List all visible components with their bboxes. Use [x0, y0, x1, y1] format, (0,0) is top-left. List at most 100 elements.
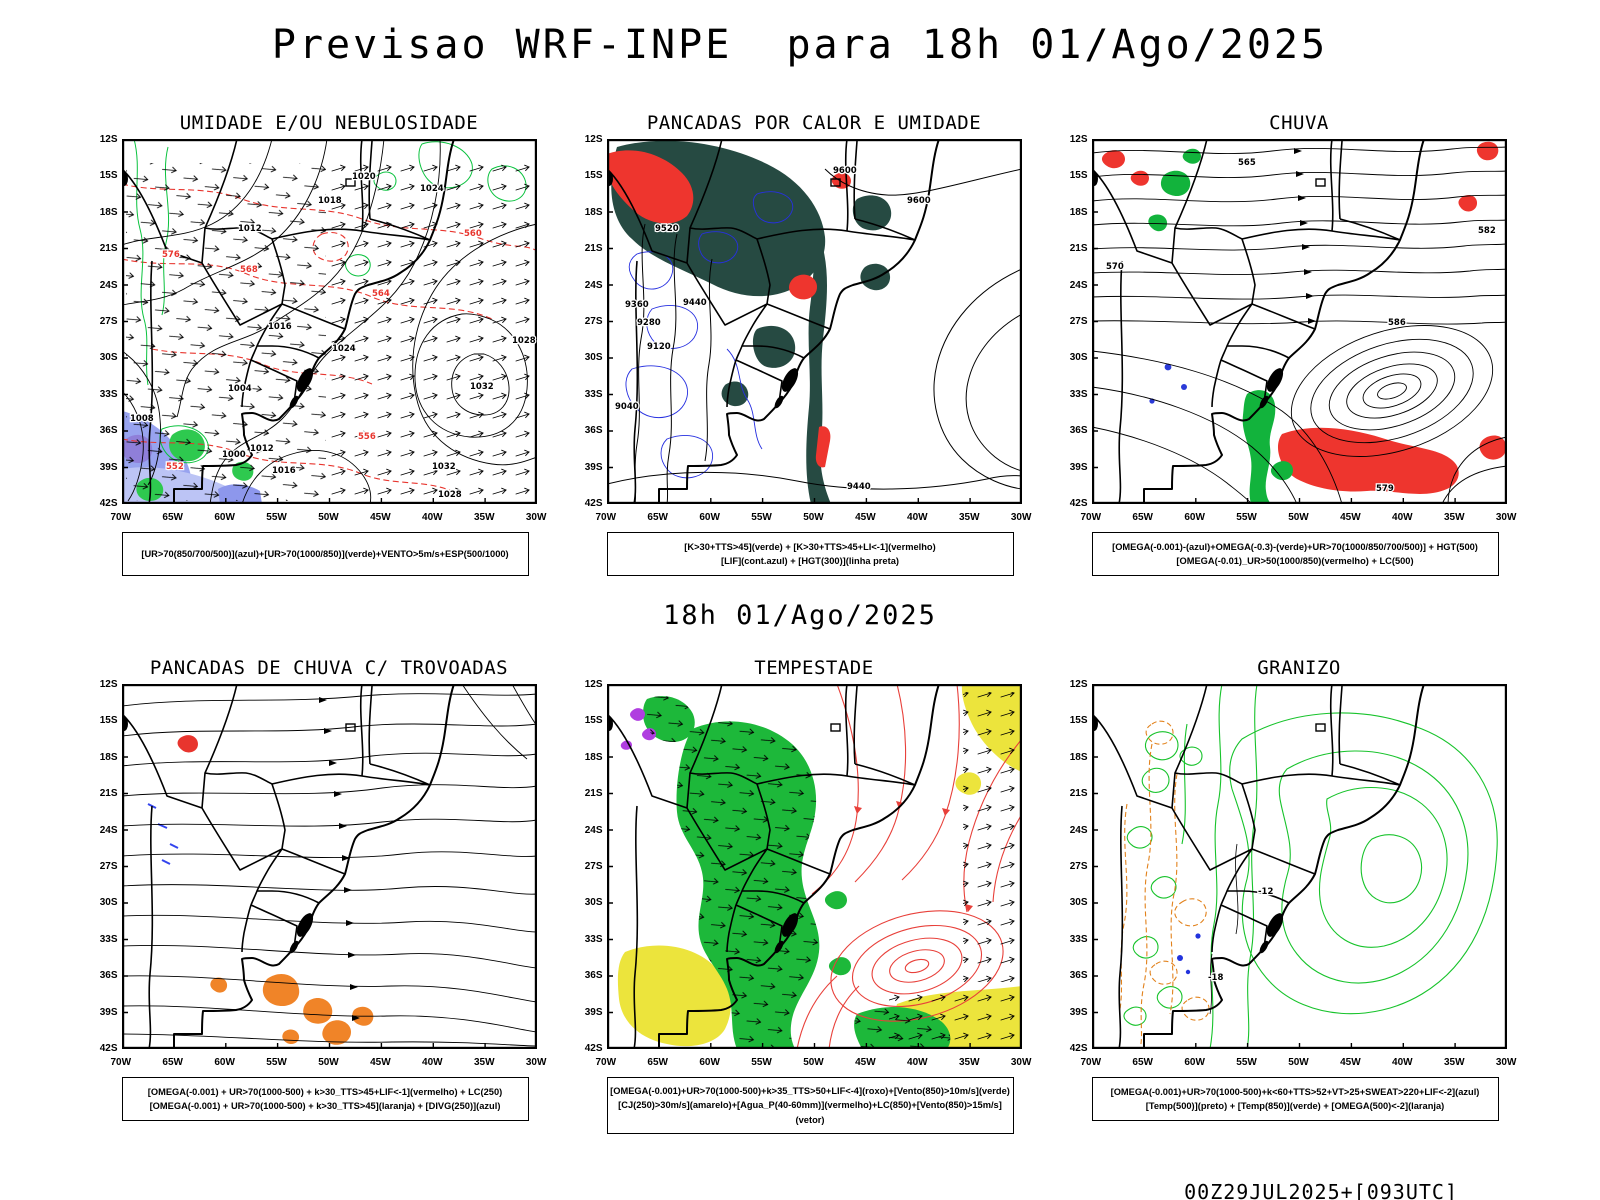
lat-label: 15S [99, 715, 118, 727]
contour-label: 9280 [637, 318, 661, 328]
map-row-granizo: 12S 15S 18S 21S 24S 27S 30S 33S 36S 39S 42S [1064, 680, 1507, 1054]
lon-label: 50W [1288, 1057, 1309, 1068]
lon-label: 55W [266, 1057, 287, 1068]
contour-label: 552 [166, 462, 184, 472]
panel-title-chuva: CHUVA [1269, 112, 1329, 134]
lat-label: 39S [1069, 461, 1088, 473]
contour-label: 1016 [272, 466, 296, 476]
lon-label: 55W [1236, 1057, 1257, 1068]
map-row-chuva: 12S 15S 18S 21S 24S 27S 30S 33S 36S 39S 42S [1064, 135, 1507, 509]
caption-line: [OMEGA(-0.001)-(azul)+OMEGA(-0.3)-(verde… [1112, 541, 1478, 552]
lat-label: 33S [99, 933, 118, 945]
contour-labels: 565 570 582 586 579 [1104, 157, 1496, 496]
lat-label: 18S [584, 206, 603, 218]
lon-label: 60W [1184, 512, 1205, 523]
lon-label: 30W [525, 1057, 547, 1068]
panel-title-trovoadas: PANCADAS DE CHUVA C/ TROVOADAS [149, 657, 509, 679]
contour-label: 1024 [420, 184, 444, 194]
lon-axis: 70W 65W 60W 55W 50W 45W 40W 35W 30W [596, 1057, 1032, 1068]
lat-axis: 12S 15S 18S 21S 24S 27S 30S 33S 36S 39S 42S [1064, 680, 1088, 1054]
lon-label: 50W [318, 1057, 339, 1068]
lon-label: 55W [1236, 512, 1257, 523]
lon-label: 60W [214, 512, 235, 523]
panel-title-pancadas-calor: PANCADAS POR CALOR E UMIDADE [646, 112, 982, 134]
lon-label: 60W [214, 1057, 235, 1068]
panel-chuva: CHUVA 12S 15S 18S 21S 24S 27S 30S 33S 36S 39S 42S [1064, 112, 1516, 576]
contour-label: -18 [1208, 973, 1223, 983]
lat-label: 30S [584, 352, 603, 364]
lat-label: 36S [99, 970, 118, 982]
lat-label: 42S [584, 1042, 603, 1054]
lon-label: 55W [266, 512, 287, 523]
contour-label: 9600 [907, 196, 931, 206]
contour-labels: -12 -18 [1206, 886, 1274, 985]
lat-label: 15S [1069, 170, 1088, 182]
lat-label: 36S [584, 425, 603, 437]
contour-label: 556 [358, 432, 376, 442]
caption-line: [OMEGA(-0.001)+UR>70(1000-500)+k<60+TTS>… [1110, 1086, 1480, 1097]
contour-label: 570 [1106, 262, 1124, 272]
caption-chuva: [OMEGA(-0.001)-(azul)+OMEGA(-0.3)-(verde… [1091, 532, 1499, 576]
hgt300-contours-black [606, 168, 1022, 504]
lon-label: 40W [1392, 1057, 1413, 1068]
contour-label: 9520 [655, 224, 679, 234]
lat-label: 18S [1069, 206, 1088, 218]
caption-tempestade: [OMEGA(-0.001)+UR>70(1000-500)+k>35_TTS>… [606, 1077, 1014, 1135]
caption-line: [OMEGA(-0.001) + UR>70(1000-500) + k>30_… [147, 1086, 503, 1097]
contour-label: 1000 [222, 450, 246, 460]
lon-label: 40W [422, 512, 443, 523]
map-tempestade [606, 684, 1022, 1049]
contour-label: 564 [372, 289, 390, 299]
map-row-pancadas-calor: 12S 15S 18S 21S 24S 27S 30S 33S 36S 39S 42S [579, 135, 1022, 509]
lat-label: 15S [584, 170, 603, 182]
top-row: UMIDADE E/OU NEBULOSIDADE 12S 15S 18S 21S 24… [0, 112, 1600, 576]
lon-label: 65W [1132, 512, 1153, 523]
lat-axis: 12S 15S 18S 21S 24S 27S 30S 33S 36S 39S 42S [1064, 135, 1088, 509]
lat-label: 21S [1069, 243, 1088, 255]
wind-vectors [125, 163, 326, 501]
contour-label: 1032 [470, 382, 494, 392]
lat-label: 36S [99, 425, 118, 437]
lat-label: 12S [584, 679, 603, 690]
map-row-umidade: 12S 15S 18S 21S 24S 27S 30S 33S 36S 39S 42S [94, 135, 537, 509]
map-row-tempestade: 12S 15S 18S 21S 24S 27S 30S 33S 36S 39S 42S [579, 680, 1022, 1054]
lon-label: 55W [751, 512, 772, 523]
streamline-arrowheads [318, 697, 360, 1021]
contour-label: 9360 [625, 300, 649, 310]
caption-granizo: [OMEGA(-0.001)+UR>70(1000-500)+k<60+TTS>… [1091, 1077, 1499, 1121]
wind-shading-green [642, 696, 950, 1049]
panel-granizo: GRANIZO 12S 15S 18S 21S 24S 27S 30S 33S 36S 39S 42… [1064, 657, 1516, 1134]
rain-shading-red [1101, 141, 1506, 494]
omega-contours-orange [1118, 720, 1210, 1049]
lat-label: 18S [99, 751, 118, 763]
lat-label: 39S [99, 1006, 118, 1018]
lon-label: 65W [162, 1057, 183, 1068]
panel-title-umidade: UMIDADE E/OU NEBULOSIDADE [179, 112, 479, 134]
contour-labels: 9600 9600 9520 9440 9360 9280 9120 9040 9440 [613, 165, 931, 494]
lat-label: 15S [1069, 715, 1088, 727]
lon-label: 60W [699, 512, 720, 523]
contour-label: 1018 [318, 196, 342, 206]
lat-label: 18S [1069, 751, 1088, 763]
lat-label: 30S [1069, 897, 1088, 909]
lat-label: 18S [99, 206, 118, 218]
lon-label: 70W [1080, 1057, 1102, 1068]
lat-label: 39S [1069, 1006, 1088, 1018]
contour-labels: 1020 1018 1024 1012 1016 1024 1028 1032 1032 1028… [128, 171, 536, 502]
lat-label: 12S [1069, 679, 1088, 690]
map-frame [1091, 684, 1507, 1049]
lat-axis: 12S 15S 18S 21S 24S 27S 30S 33S 36S 39S 42S [94, 680, 118, 1054]
lon-label: 50W [803, 512, 824, 523]
lat-label: 18S [584, 751, 603, 763]
map-granizo: -12 -18 [1091, 684, 1507, 1049]
contour-label: 565 [1238, 158, 1256, 168]
panel-pancadas-calor: PANCADAS POR CALOR E UMIDADE 12S 15S 18S 21… [579, 112, 1031, 576]
lat-label: 42S [1069, 1042, 1088, 1054]
lat-label: 21S [1069, 788, 1088, 800]
lat-label: 42S [584, 497, 603, 509]
contour-label: 1028 [512, 336, 536, 346]
lat-label: 24S [99, 279, 118, 291]
lon-label: 50W [318, 512, 339, 523]
lon-label: 30W [1010, 1057, 1032, 1068]
lat-label: 27S [1069, 315, 1088, 327]
